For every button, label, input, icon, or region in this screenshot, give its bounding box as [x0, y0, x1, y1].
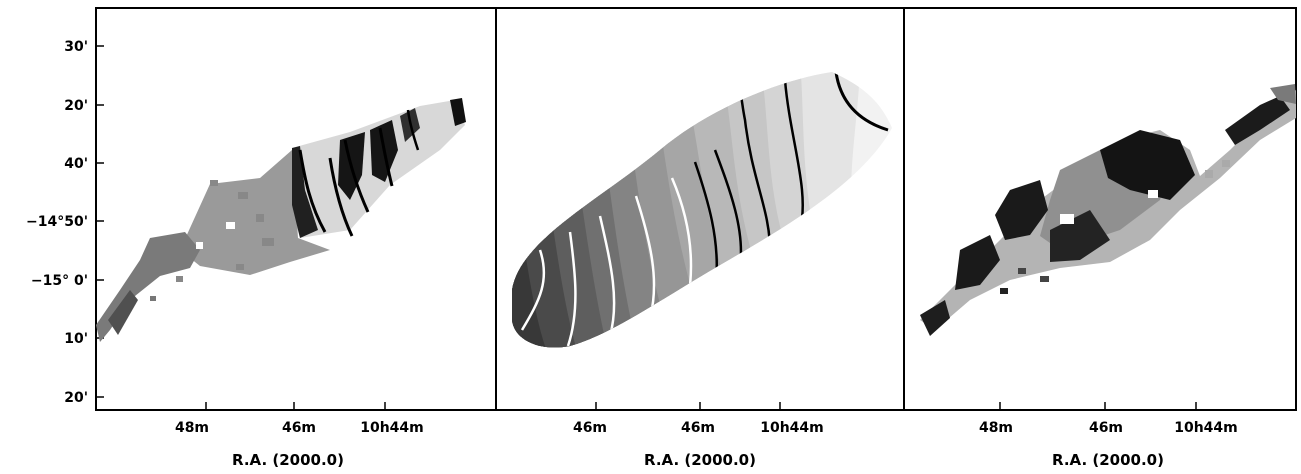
panel-left-xlabel-1: 46m: [282, 420, 316, 436]
panel-left-xticks: [205, 402, 386, 410]
panel-left-ylabel-2: 40': [64, 156, 88, 172]
panel-left-ylabel-6: 20': [64, 390, 88, 406]
panel-right-xticks: [999, 402, 1197, 410]
panel-right-xlabels: 48m 46m 10h44m: [979, 420, 1238, 436]
panel-middle-xlabel-2: 10h44m: [760, 420, 824, 436]
panel-left-xlabel-2: 10h44m: [360, 420, 424, 436]
panel-left-xlabels: 48m 46m 10h44m: [175, 420, 424, 436]
panel-left-ylabel-3: −14°50': [26, 214, 88, 230]
panel-middle-xlabel-0: 46m: [573, 420, 607, 436]
panel-left-xlabel-0: 48m: [175, 420, 209, 436]
panel-left-ylabel-5: 10': [64, 331, 88, 347]
panel-middle-xticks: [595, 402, 781, 410]
panel-right-xlabel-0: 48m: [979, 420, 1013, 436]
panel-left: 30' 20' 40' −14°50' −15° 0' 10' 20' 48m …: [26, 7, 497, 469]
panel-right: 48m 46m 10h44m R.A. (2000.0): [903, 7, 1297, 469]
panel-left-ylabel-4: −15° 0': [31, 273, 88, 289]
panel-middle: 46m 46m 10h44m R.A. (2000.0): [495, 7, 905, 469]
panel-right-axis-title: R.A. (2000.0): [1052, 451, 1164, 469]
panel-right-xlabel-1: 46m: [1089, 420, 1123, 436]
panel-right-xlabel-2: 10h44m: [1174, 420, 1238, 436]
panel-middle-axis-title: R.A. (2000.0): [644, 451, 756, 469]
panel-left-axis-title: R.A. (2000.0): [232, 451, 344, 469]
panel-right-map: [920, 84, 1296, 336]
panel-left-ylabels: 30' 20' 40' −14°50' −15° 0' 10' 20': [26, 39, 88, 406]
panel-middle-xlabels: 46m 46m 10h44m: [573, 420, 824, 436]
panel-left-ylabel-0: 30': [64, 39, 88, 55]
panel-middle-xlabel-1: 46m: [681, 420, 715, 436]
panel-left-map: [96, 98, 466, 342]
panel-left-ylabel-1: 20': [64, 98, 88, 114]
